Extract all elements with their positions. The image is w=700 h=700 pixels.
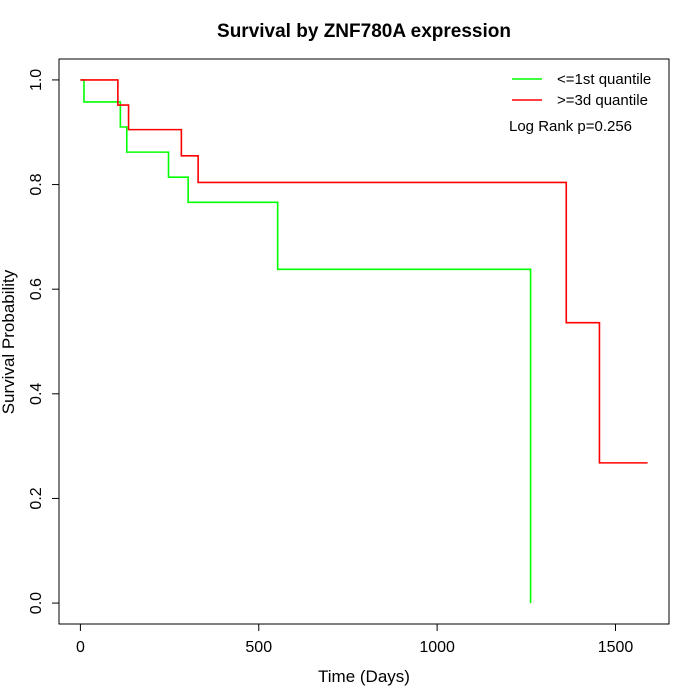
y-tick-label: 0.8 xyxy=(28,173,45,195)
y-tick-label: 1.0 xyxy=(28,69,45,91)
y-tick-label: 0.6 xyxy=(28,278,45,300)
survival-curves xyxy=(80,79,648,604)
legend: <=1st quantile >=3d quantile xyxy=(512,71,651,109)
legend-label: >=3d quantile xyxy=(557,92,648,109)
y-axis: 0.0 0.2 0.4 0.6 0.8 1.0 xyxy=(28,69,60,614)
log-rank-annotation: Log Rank p=0.256 xyxy=(509,118,632,135)
x-tick-label: 0 xyxy=(76,639,85,656)
y-axis-label: Survival Probability xyxy=(0,269,18,414)
x-tick-label: 500 xyxy=(245,639,272,656)
x-axis-label: Time (Days) xyxy=(318,667,410,686)
y-tick-label: 0.4 xyxy=(28,383,45,405)
chart-title: Survival by ZNF780A expression xyxy=(217,21,511,42)
x-tick-label: 1500 xyxy=(598,639,634,656)
x-axis: 0 500 1000 1500 xyxy=(76,623,634,656)
plot-frame xyxy=(58,58,670,625)
x-tick-label: 1000 xyxy=(419,639,455,656)
survival-curve-series-1 xyxy=(80,79,532,604)
y-tick-label: 0.2 xyxy=(28,487,45,509)
y-tick-label: 0.0 xyxy=(28,592,45,614)
survival-curve-series-2 xyxy=(80,79,648,464)
legend-label: <=1st quantile xyxy=(557,71,651,88)
